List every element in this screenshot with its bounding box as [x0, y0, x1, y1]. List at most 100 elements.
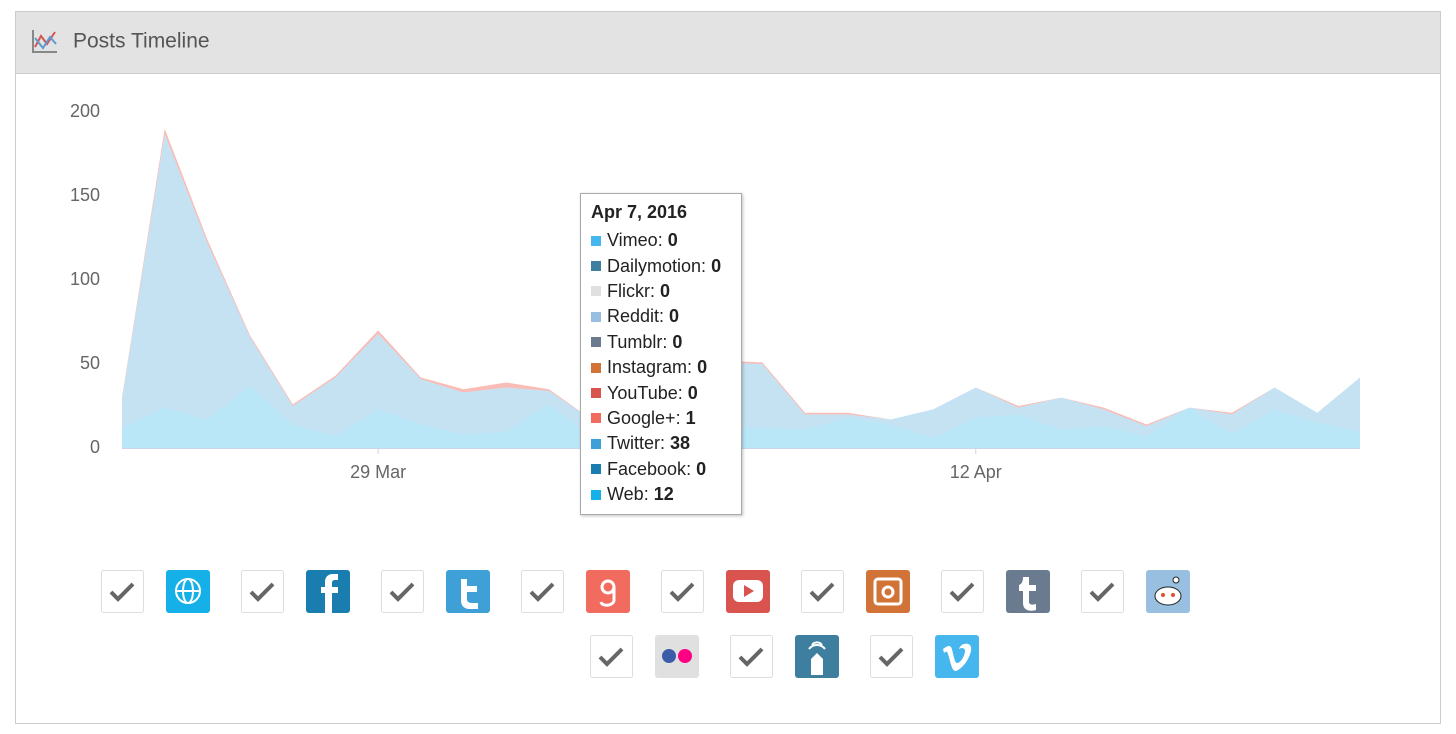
- glyph: [1019, 577, 1036, 611]
- y-tick-label: 0: [90, 437, 100, 457]
- tooltip-row: Vimeo0: [591, 228, 731, 253]
- tooltip-series-name: Google+: [607, 408, 686, 429]
- tooltip-swatch: [591, 388, 601, 399]
- x-tick-label: 29 Mar: [350, 462, 406, 482]
- timeline-icon: [32, 30, 57, 53]
- checkbox: [801, 570, 844, 613]
- tooltip-swatch: [591, 311, 601, 322]
- checkmark: [529, 582, 555, 602]
- tooltip-swatch: [591, 362, 601, 373]
- tooltip-series-name: Tumblr: [607, 332, 672, 353]
- tooltip-row: Tumblr0: [591, 330, 731, 355]
- panel-header: [16, 12, 1440, 73]
- glyph: [744, 585, 754, 597]
- checkmark: [809, 582, 835, 602]
- checkbox: [590, 635, 633, 678]
- tooltip-row: Facebook0: [591, 457, 731, 482]
- icon-10: [935, 635, 979, 678]
- tooltip-swatch: [591, 413, 601, 424]
- tooltip-row: Instagram0: [591, 355, 731, 380]
- tooltip-value: 0: [696, 458, 707, 479]
- legend-toggle[interactable]: [241, 570, 351, 613]
- checkbox: [941, 570, 984, 613]
- tooltip-series-name: Instagram: [607, 357, 697, 378]
- tooltip-row: Google+1: [591, 406, 731, 431]
- glyph: [1161, 593, 1165, 597]
- tooltip-swatch: [591, 464, 601, 475]
- tooltip-value: 0: [660, 280, 671, 301]
- checkbox: [101, 570, 144, 613]
- glyph: [678, 649, 692, 663]
- tooltip-value: 0: [687, 382, 698, 403]
- glyph: [599, 586, 616, 607]
- glyph: [881, 585, 895, 599]
- checkmark: [249, 582, 275, 602]
- y-tick-label: 50: [80, 353, 100, 373]
- tooltip-series-name: Web: [607, 484, 654, 505]
- glyph: [1154, 586, 1182, 606]
- checkmark: [738, 647, 764, 667]
- tooltip-value: 1: [685, 407, 696, 428]
- tooltip-swatch: [591, 286, 601, 297]
- checkmark: [878, 647, 904, 667]
- legend-toggle[interactable]: [590, 635, 700, 678]
- legend-toggle[interactable]: [870, 635, 980, 678]
- tooltip-value: 12: [653, 484, 674, 505]
- tooltip-value: 0: [667, 230, 678, 251]
- legend-toggle[interactable]: [730, 635, 840, 678]
- legend-toggle[interactable]: [381, 570, 491, 613]
- legend-toggle[interactable]: [661, 570, 771, 613]
- tooltip-series-name: Twitter: [607, 433, 670, 454]
- tooltip-series-name: Flickr: [607, 281, 660, 302]
- y-tick-label: 150: [70, 185, 100, 205]
- glyph: [1171, 593, 1175, 597]
- checkmark: [389, 582, 415, 602]
- area-0: [122, 385, 1360, 448]
- tooltip-swatch: [591, 337, 601, 348]
- tooltip-swatch: [591, 261, 601, 272]
- tooltip-row: Reddit0: [591, 304, 731, 329]
- tooltip-title: Apr 7, 2016: [591, 202, 688, 222]
- icon-8: [655, 635, 699, 678]
- tooltip-swatch: [591, 438, 601, 449]
- tooltip-value: 0: [669, 306, 680, 327]
- checkbox: [241, 570, 284, 613]
- glyph: [1172, 576, 1180, 584]
- legend-toggle[interactable]: [801, 570, 911, 613]
- icon-5: [866, 570, 910, 613]
- tooltip-series-name: Facebook: [607, 459, 696, 480]
- tooltip-row: Web12: [591, 482, 731, 507]
- glyph: [461, 579, 478, 609]
- checkbox: [521, 570, 564, 613]
- checkmark: [598, 647, 624, 667]
- x-tick-label: 12 Apr: [950, 462, 1002, 482]
- checkmark: [669, 582, 695, 602]
- tooltip-row: Flickr0: [591, 279, 731, 304]
- tooltip-swatch: [591, 489, 601, 500]
- checkmark: [1089, 582, 1115, 602]
- glyph: [811, 653, 823, 675]
- glyph: [943, 643, 972, 672]
- legend-toggle[interactable]: [941, 570, 1051, 613]
- tooltip-series-name: Reddit: [607, 306, 669, 327]
- tooltip-row: Twitter38: [591, 431, 731, 456]
- legend-toggle[interactable]: [101, 570, 211, 613]
- y-tick-label: 200: [70, 101, 100, 121]
- tooltip: Apr 7, 2016Vimeo0Dailymotion0Flickr0Redd…: [580, 193, 742, 515]
- glyph: [321, 574, 338, 613]
- tooltip-series-name: Vimeo: [607, 230, 668, 251]
- tooltip-series-name: YouTube: [607, 383, 688, 404]
- legend-toggle[interactable]: [1081, 570, 1191, 613]
- tooltip-swatch: [591, 235, 601, 246]
- checkbox: [381, 570, 424, 613]
- tooltip-value: 0: [697, 357, 708, 378]
- checkbox: [730, 635, 773, 678]
- checkbox: [870, 635, 913, 678]
- checkmark: [109, 582, 135, 602]
- glyph: [662, 649, 676, 663]
- checkbox: [1081, 570, 1124, 613]
- legend-toggle[interactable]: [521, 570, 631, 613]
- tooltip-row: YouTube0: [591, 380, 731, 405]
- panel-title: Posts Timeline: [73, 30, 210, 53]
